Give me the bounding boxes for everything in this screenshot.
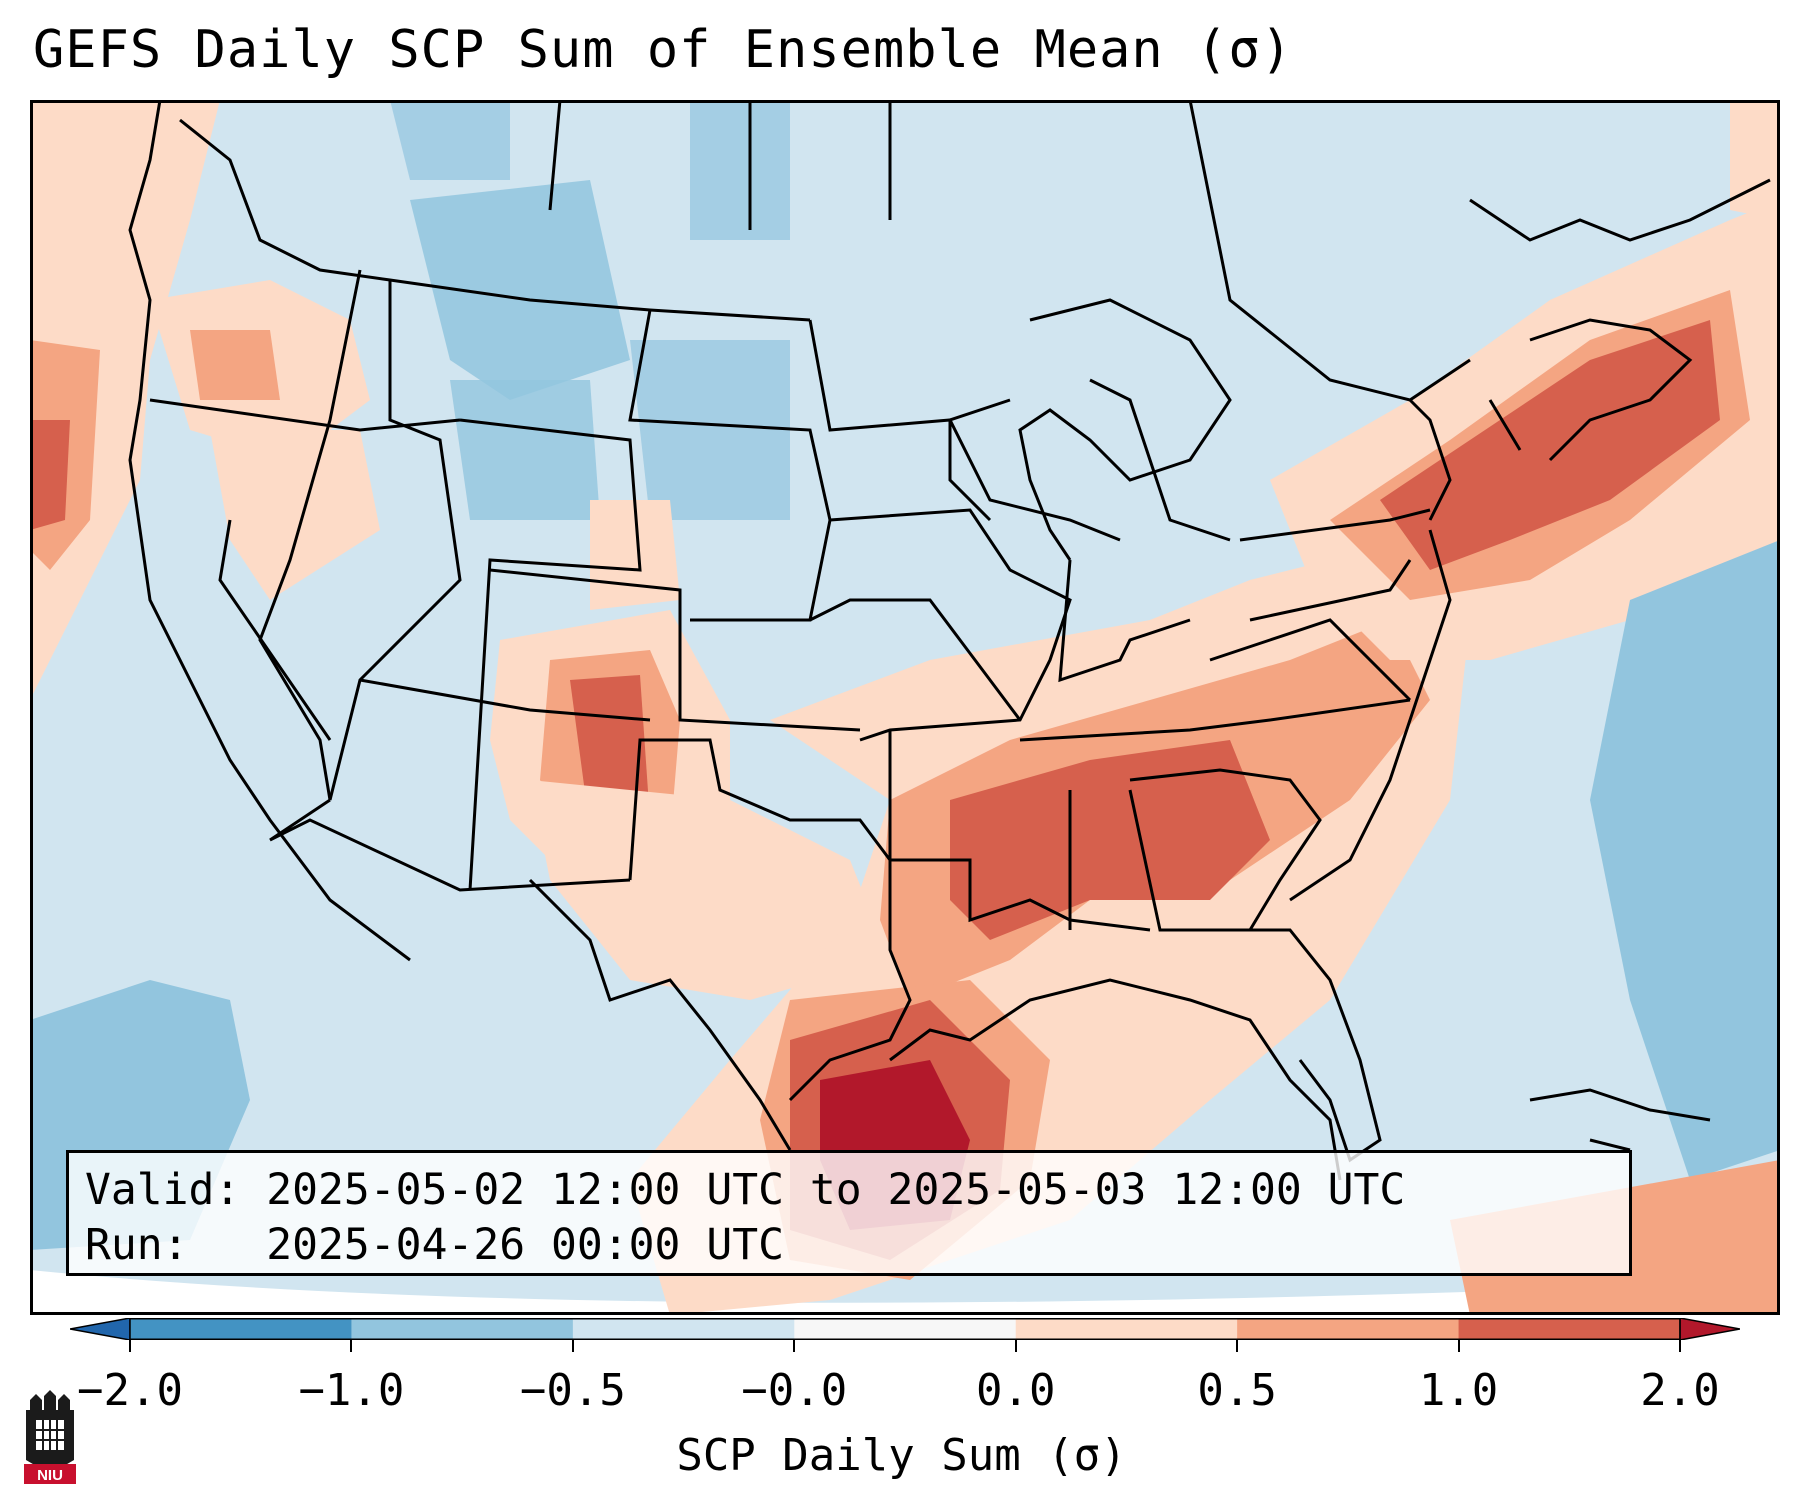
colorbar-tick (1014, 1340, 1017, 1352)
forecast-map (30, 100, 1780, 1315)
atlantic-blue (1590, 540, 1780, 1180)
map-panel (30, 100, 1780, 1315)
southeast-anomaly-high (950, 740, 1270, 940)
state-borders (128, 100, 1522, 1151)
colorbar-tick (350, 1340, 353, 1352)
nevada-anomaly (210, 430, 380, 600)
run-value: 2025-04-26 00:00 UTC (266, 1220, 784, 1270)
colorbar-tick-label: 1.0 (1418, 1365, 1499, 1416)
colorbar-bin (130, 1318, 352, 1340)
map-frame (30, 100, 1780, 1315)
colorbar-tick (1236, 1340, 1239, 1352)
niu-logo: NIU (22, 1390, 78, 1486)
west-coast-anomaly-high (30, 420, 70, 530)
colorbar-tick (571, 1340, 574, 1352)
colorbar (69, 1317, 1741, 1341)
colorbar-bin (1015, 1318, 1238, 1340)
montana-blue (410, 180, 630, 400)
canada-blue-2 (390, 100, 510, 180)
coastlines (889, 178, 1771, 1181)
colorbar-tick (1457, 1340, 1460, 1352)
west-coast-anomaly (30, 100, 220, 700)
wyoming-blue (450, 380, 600, 520)
canada-east-anomaly (1730, 100, 1780, 220)
dakota-blue (630, 340, 790, 520)
page-title: GEFS Daily SCP Sum of Ensemble Mean (σ) (33, 20, 1293, 80)
valid-run-box: Valid: 2025-05-02 12:00 UTC to 2025-05-0… (66, 1150, 1632, 1276)
colorbar-tick-label: −2.0 (77, 1365, 183, 1416)
colorbar-extend-low (69, 1317, 131, 1341)
colorbar-bin (1458, 1318, 1681, 1340)
colorbar-bin (794, 1318, 1017, 1340)
colorbar-bin (572, 1318, 795, 1340)
colorbar-tick (793, 1340, 796, 1352)
svg-text:NIU: NIU (37, 1467, 63, 1484)
colorbar-tick-label: 0.0 (975, 1365, 1056, 1416)
colorbar-label: SCP Daily Sum (σ) (676, 1430, 1127, 1481)
projection-edge (30, 1270, 1780, 1315)
colorbar-bin (1237, 1318, 1460, 1340)
colorbar-graphic (69, 1317, 1741, 1341)
colorbar-tick-label: −1.0 (298, 1365, 405, 1416)
colorbar-extend-high (1679, 1317, 1741, 1341)
colorbar-tick (1679, 1340, 1681, 1352)
canada-blue (690, 100, 790, 240)
valid-value: 2025-05-02 12:00 UTC to 2025-05-03 12:00… (266, 1165, 1406, 1215)
northeast-anomaly-high (1380, 320, 1720, 570)
valid-label: Valid: (85, 1165, 241, 1215)
colorbar-tick (129, 1340, 131, 1352)
oregon-anomaly-mid (190, 330, 280, 400)
colorbar-bin (351, 1318, 574, 1340)
colorbar-tick-label: 0.5 (1197, 1365, 1277, 1416)
colorbar-tick-label: 2.0 (1640, 1365, 1720, 1416)
colorbar-tick-label: −0.0 (741, 1365, 848, 1416)
colorbar-tick-label: −0.5 (519, 1365, 626, 1416)
texas-anomaly (530, 780, 890, 1000)
run-label: Run: (85, 1220, 189, 1270)
